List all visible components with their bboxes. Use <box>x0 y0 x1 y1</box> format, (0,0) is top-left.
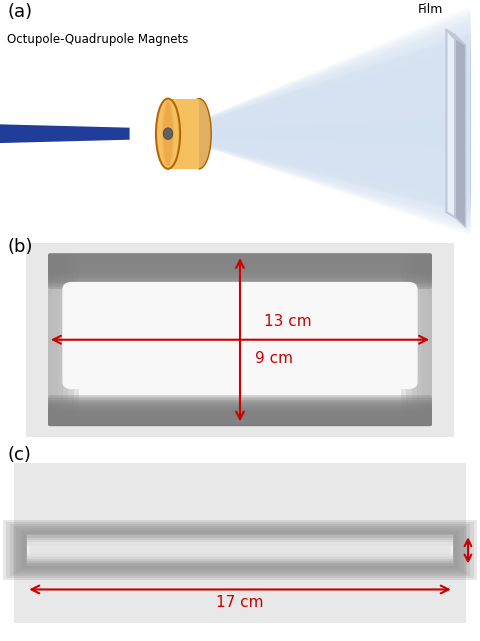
Polygon shape <box>173 63 470 190</box>
FancyBboxPatch shape <box>27 539 453 542</box>
Text: (c): (c) <box>7 445 31 463</box>
FancyBboxPatch shape <box>27 560 453 563</box>
FancyBboxPatch shape <box>27 553 453 556</box>
FancyBboxPatch shape <box>26 243 454 437</box>
FancyBboxPatch shape <box>3 520 477 580</box>
FancyBboxPatch shape <box>27 546 453 549</box>
Ellipse shape <box>162 101 174 167</box>
Polygon shape <box>173 42 470 206</box>
Text: (b): (b) <box>7 238 33 256</box>
FancyBboxPatch shape <box>48 253 432 287</box>
FancyBboxPatch shape <box>411 255 432 424</box>
Ellipse shape <box>158 99 178 168</box>
Polygon shape <box>173 10 470 233</box>
FancyBboxPatch shape <box>48 410 432 426</box>
Ellipse shape <box>187 99 211 169</box>
FancyBboxPatch shape <box>48 397 432 426</box>
FancyBboxPatch shape <box>48 400 432 426</box>
FancyBboxPatch shape <box>14 463 466 623</box>
FancyBboxPatch shape <box>48 255 69 424</box>
FancyBboxPatch shape <box>48 253 432 276</box>
Polygon shape <box>173 49 470 202</box>
Polygon shape <box>455 35 466 228</box>
FancyBboxPatch shape <box>48 255 432 424</box>
FancyBboxPatch shape <box>48 253 432 289</box>
Text: 17 cm: 17 cm <box>216 595 264 610</box>
Polygon shape <box>173 21 470 224</box>
Polygon shape <box>446 30 466 45</box>
Ellipse shape <box>156 99 180 169</box>
Polygon shape <box>173 46 470 204</box>
Polygon shape <box>173 54 470 197</box>
FancyBboxPatch shape <box>27 558 453 561</box>
FancyBboxPatch shape <box>48 253 432 284</box>
Polygon shape <box>173 33 470 214</box>
Polygon shape <box>173 117 470 147</box>
Polygon shape <box>173 37 470 212</box>
Polygon shape <box>173 6 470 236</box>
Polygon shape <box>168 99 199 169</box>
FancyBboxPatch shape <box>48 255 73 424</box>
Text: 13 cm: 13 cm <box>264 313 312 329</box>
FancyBboxPatch shape <box>48 255 58 424</box>
Polygon shape <box>173 24 470 221</box>
FancyBboxPatch shape <box>401 255 432 424</box>
FancyBboxPatch shape <box>407 255 432 424</box>
Polygon shape <box>173 15 470 228</box>
FancyBboxPatch shape <box>48 403 432 426</box>
Polygon shape <box>173 19 470 226</box>
FancyBboxPatch shape <box>27 537 453 540</box>
Text: Film: Film <box>418 3 443 17</box>
Polygon shape <box>173 40 470 209</box>
FancyBboxPatch shape <box>48 395 432 426</box>
Polygon shape <box>173 30 470 216</box>
FancyBboxPatch shape <box>16 528 464 572</box>
Polygon shape <box>173 28 470 219</box>
FancyBboxPatch shape <box>48 404 432 426</box>
Ellipse shape <box>160 100 176 167</box>
Text: (a): (a) <box>7 3 32 21</box>
Polygon shape <box>173 12 470 231</box>
FancyBboxPatch shape <box>48 253 432 273</box>
Text: Octupole-Quadrupole Magnets: Octupole-Quadrupole Magnets <box>7 33 189 46</box>
FancyBboxPatch shape <box>27 544 453 547</box>
FancyBboxPatch shape <box>27 542 453 545</box>
FancyBboxPatch shape <box>27 551 453 554</box>
FancyBboxPatch shape <box>13 526 467 574</box>
FancyBboxPatch shape <box>27 556 453 558</box>
FancyBboxPatch shape <box>422 255 432 424</box>
FancyBboxPatch shape <box>10 524 470 576</box>
Polygon shape <box>173 60 470 192</box>
FancyBboxPatch shape <box>48 255 79 424</box>
Polygon shape <box>0 124 130 143</box>
Polygon shape <box>173 51 470 199</box>
FancyBboxPatch shape <box>26 535 454 567</box>
FancyBboxPatch shape <box>27 549 453 551</box>
Text: 9 cm: 9 cm <box>254 351 293 365</box>
Ellipse shape <box>163 128 173 140</box>
FancyBboxPatch shape <box>29 544 451 557</box>
Ellipse shape <box>156 99 180 169</box>
FancyBboxPatch shape <box>48 255 63 424</box>
Polygon shape <box>173 58 470 195</box>
FancyBboxPatch shape <box>62 282 418 389</box>
FancyBboxPatch shape <box>6 522 474 578</box>
FancyBboxPatch shape <box>27 535 453 538</box>
Ellipse shape <box>164 101 172 166</box>
FancyBboxPatch shape <box>417 255 432 424</box>
FancyBboxPatch shape <box>48 253 432 281</box>
FancyBboxPatch shape <box>48 253 432 278</box>
FancyBboxPatch shape <box>48 407 432 426</box>
Polygon shape <box>446 30 455 217</box>
Polygon shape <box>168 99 199 123</box>
